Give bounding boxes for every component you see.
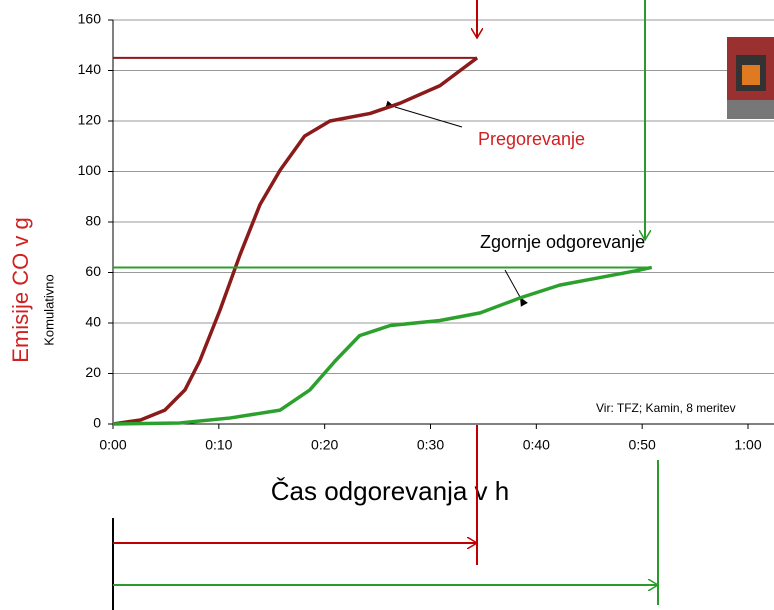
x-tick-label: 0:30 [417, 437, 444, 453]
y-tick-label: 140 [78, 61, 102, 77]
x-tick-label: 0:40 [523, 437, 550, 453]
x-tick-label: 0:00 [99, 437, 126, 453]
y-tick-label: 20 [85, 364, 101, 380]
stove-icon [727, 37, 774, 119]
y-axis-sublabel: Komulativno [41, 274, 56, 346]
y-tick-label: 0 [93, 415, 101, 431]
y-tick-label: 100 [78, 162, 102, 178]
x-tick-label: 0:10 [205, 437, 232, 453]
grid [108, 19, 774, 429]
y-tick-label: 60 [85, 263, 101, 279]
x-axis-label: Čas odgorevanja v h [271, 476, 509, 506]
annotation-arrow [504, 269, 528, 307]
y-axis-label: Emisije CO v g [8, 217, 33, 362]
y-tick-label: 40 [85, 314, 101, 330]
annotation: Zgornje odgorevanje [480, 232, 645, 252]
annotation-arrow [385, 100, 463, 128]
y-tick-label: 80 [85, 213, 101, 229]
annotation: Pregorevanje [478, 129, 585, 149]
y-tick-label: 160 [78, 11, 102, 27]
source: Vir: TFZ; Kamin, 8 meritev [596, 401, 736, 415]
line [112, 56, 479, 426]
x-tick-label: 0:50 [629, 437, 656, 453]
x-tick-label: 0:20 [311, 437, 338, 453]
line [112, 265, 653, 426]
x-tick-label: 1:00 [734, 437, 761, 453]
y-tick-label: 120 [78, 112, 102, 128]
